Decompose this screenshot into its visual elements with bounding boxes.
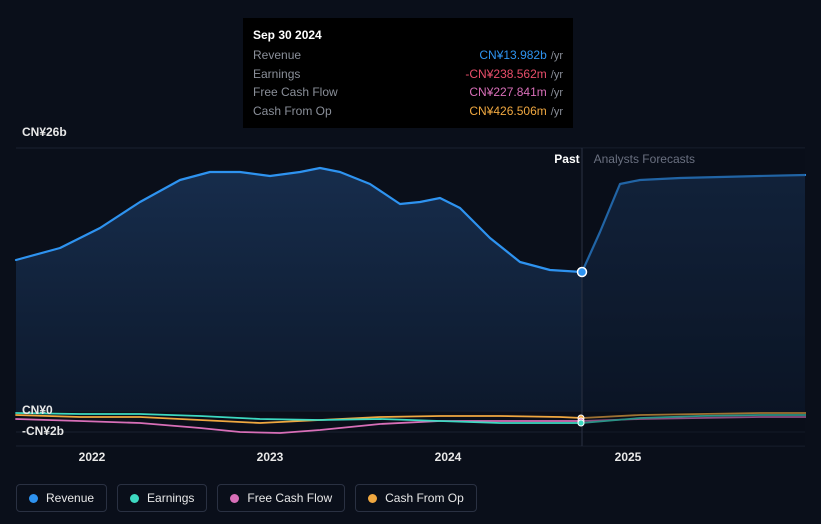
x-axis-label: 2022 (79, 450, 106, 464)
legend-swatch (230, 494, 239, 503)
chart-tabs: Past Analysts Forecasts (554, 152, 695, 166)
legend-swatch (29, 494, 38, 503)
legend-item-cash-from-op[interactable]: Cash From Op (355, 484, 477, 512)
legend-item-free-cash-flow[interactable]: Free Cash Flow (217, 484, 345, 512)
y-axis-label: CN¥26b (22, 125, 67, 139)
legend-label: Cash From Op (385, 491, 464, 505)
y-axis-label: CN¥0 (22, 403, 53, 417)
legend-swatch (368, 494, 377, 503)
legend-item-earnings[interactable]: Earnings (117, 484, 207, 512)
legend-label: Free Cash Flow (247, 491, 332, 505)
tab-analysts-forecasts[interactable]: Analysts Forecasts (594, 152, 695, 166)
legend-swatch (130, 494, 139, 503)
y-axis-label: -CN¥2b (22, 424, 64, 438)
legend-label: Earnings (147, 491, 194, 505)
chart-legend: Revenue Earnings Free Cash Flow Cash From O… (16, 484, 477, 512)
legend-label: Revenue (46, 491, 94, 505)
x-axis-label: 2023 (257, 450, 284, 464)
x-axis-label: 2025 (615, 450, 642, 464)
legend-item-revenue[interactable]: Revenue (16, 484, 107, 512)
x-axis-label: 2024 (435, 450, 462, 464)
financial-chart (0, 0, 821, 470)
tab-past[interactable]: Past (554, 152, 579, 166)
